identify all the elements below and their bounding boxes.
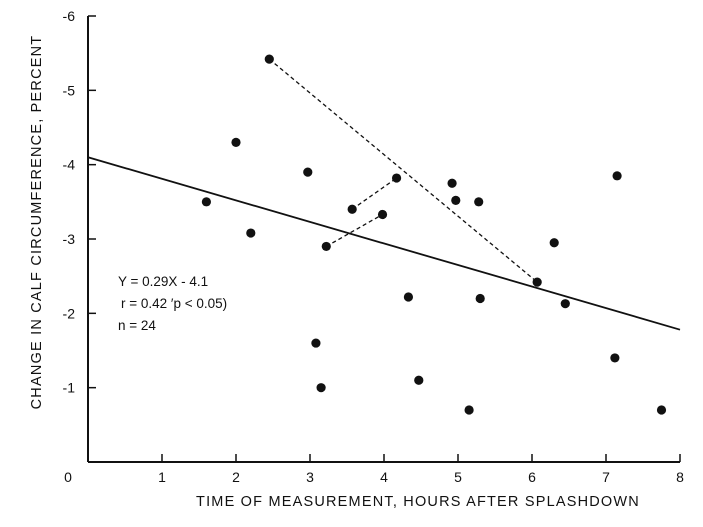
data-point [316,383,326,393]
x-tick-label: 0 [64,469,72,485]
data-point [347,204,357,214]
dashed-link [325,213,383,247]
data-point [231,137,241,147]
data-point [464,405,474,415]
y-tick-label: -5 [63,82,76,98]
x-tick-label: 1 [158,469,166,485]
dashed-links-group [268,58,538,283]
data-point [656,405,667,415]
y-tick-label: -6 [63,8,76,24]
data-point [414,375,424,385]
x-axis-title: TIME OF MEASUREMENT, HOURS AFTER SPLASHD… [196,494,640,510]
data-point [549,238,559,248]
axes-group [87,16,680,463]
x-tick-label: 7 [602,469,610,485]
x-tick-label: 3 [306,469,314,485]
dashed-link [351,177,397,210]
y-tick-label: -1 [63,380,76,396]
data-point [303,167,313,177]
data-point [264,54,274,64]
data-point [560,299,570,309]
data-point [447,178,457,188]
data-point [311,338,321,348]
annotation-n: n = 24 [118,318,156,333]
data-point [532,277,542,287]
dashed-link [268,58,538,283]
regression-line [87,156,681,331]
data-point [610,353,620,363]
data-point [321,241,331,252]
data-point [201,197,211,207]
points-group [201,54,667,415]
y-tick-label: -4 [63,157,76,173]
x-tick-label: 2 [232,469,240,485]
y-tick-label: -2 [63,305,76,321]
data-point [451,195,461,205]
annotation-correlation: r = 0.42 ′p < 0.05) [121,296,227,311]
data-point [612,171,622,181]
x-tick-label: 5 [454,469,462,485]
y-tick-label: -3 [63,231,76,247]
x-tick-label: 6 [528,469,536,485]
annotations-group: Y = 0.29X - 4.1 r = 0.42 ′p < 0.05) n = … [118,274,227,333]
data-point [377,209,388,220]
ticks-group: 0 1 2 3 4 5 6 7 8 -1 -2 -3 -4 -5 -6 [63,8,685,485]
data-point [391,173,402,183]
x-tick-label: 8 [676,469,684,485]
annotation-equation: Y = 0.29X - 4.1 [118,274,208,289]
regression-group [87,156,681,331]
data-point [403,292,414,302]
data-point [475,293,485,304]
data-point [246,228,256,238]
y-axis-title: CHANGE IN CALF CIRCUMFERENCE, PERCENT [29,35,45,410]
x-tick-label: 4 [380,469,388,485]
data-point [474,197,484,207]
